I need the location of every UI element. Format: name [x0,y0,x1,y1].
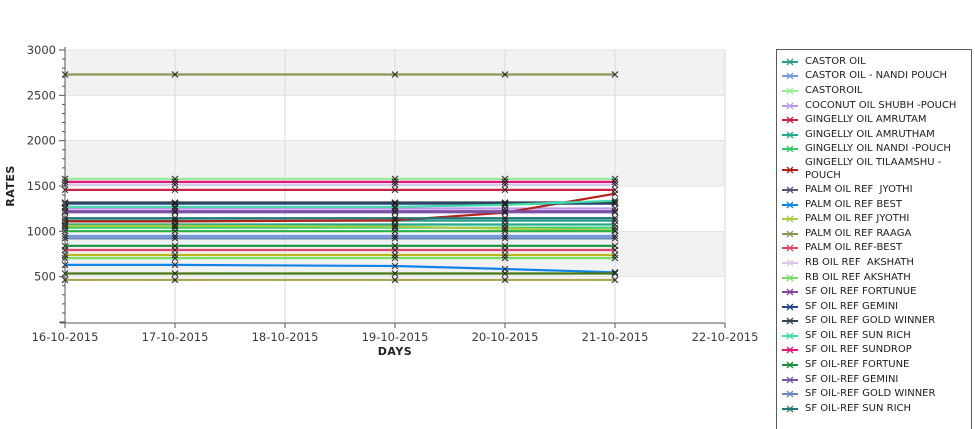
y-tick-label: 2500 [27,88,56,102]
legend-marker-icon [781,84,801,97]
legend-item-label: PALM OIL REF RAAGA [805,227,912,239]
legend-item: SF OIL REF SUN RICH [781,328,969,343]
legend-item: CASTOR OIL [781,54,969,69]
legend-marker-icon [781,285,801,298]
legend-item-label: RB OIL REF AKSHATH [805,271,911,283]
x-axis-title: DAYS [378,345,412,358]
legend-item-label: SF OIL REF SUN RICH [805,329,911,341]
legend-item-label: SF OIL-REF SUN RICH [805,402,912,414]
legend-item: GINGELLY OIL NANDI -POUCH [781,142,969,157]
y-axis-title: RATES [4,165,17,207]
x-tick-label: 22-10-2015 [692,330,759,344]
x-tick-label: 16-10-2015 [32,330,99,344]
legend-marker-icon [781,329,801,342]
legend-marker-icon [781,128,801,141]
legend-item: GINGELLY OIL AMRUTAM [781,112,969,127]
legend-marker-icon [781,300,801,313]
legend-marker-icon [781,55,801,68]
legend-item-label: CASTOR OIL - NANDI POUCH [805,70,947,82]
x-tick-label: 18-10-2015 [252,330,319,344]
x-tick-label: 21-10-2015 [582,330,649,344]
legend-item-label: SF OIL REF GEMINI [805,300,899,312]
legend-marker-icon [781,271,801,284]
legend-marker-icon [781,387,801,400]
legend-marker-icon [781,142,801,155]
legend-item: GINGELLY OIL TILAAMSHU -POUCH [781,156,969,182]
legend-item: SF OIL-REF SUN RICH [781,401,969,416]
data-point-markers [61,71,619,284]
legend-marker-icon [781,198,801,211]
legend-item-label: RB OIL REF AKSHATH [805,256,914,268]
legend-item-label: GINGELLY OIL NANDI -POUCH [805,143,951,155]
legend-marker-icon [781,314,801,327]
legend-item-label: SF OIL REF GOLD WINNER [805,315,936,327]
legend-item-label: GINGELLY OIL AMRUTAM [805,114,927,126]
legend-box: CASTOR OIL CASTOR OIL - NANDI POUCH CASTOR… [776,49,972,429]
legend-item: COCONUT OIL SHUBH -POUCH [781,98,969,113]
legend-item: SF OIL REF SUNDROP [781,343,969,358]
x-tick-label: 20-10-2015 [472,330,539,344]
legend-item: SF OIL REF GOLD WINNER [781,314,969,329]
legend-item: PALM OIL REF BEST [781,197,969,212]
legend-marker-icon [781,113,801,126]
legend-item-label: PALM OIL REF JYOTHI [805,183,913,195]
legend-item-label: SF OIL REF SUNDROP [805,344,912,356]
legend-item: SF OIL REF GEMINI [781,299,969,314]
y-axis-ticks: 500 1000 1500 2000 2500 3000 [27,43,65,323]
legend-item: SF OIL-REF GOLD WINNER [781,386,969,401]
legend-item: SF OIL-REF FORTUNE [781,357,969,372]
legend-item: SF OIL-REF GEMINI [781,372,969,387]
legend-item: CASTOR OIL - NANDI POUCH [781,69,969,84]
y-tick-label: 1000 [27,224,56,238]
legend-item-label: GINGELLY OIL TILAAMSHU -POUCH [805,157,942,182]
legend-item-label: PALM OIL REF-BEST [805,242,903,254]
y-tick-label: 2000 [27,134,56,148]
y-tick-label: 3000 [27,43,56,57]
x-tick-label: 17-10-2015 [142,330,209,344]
legend-marker-icon [781,69,801,82]
legend-item: RB OIL REF AKSHATH [781,270,969,285]
legend-marker-icon [781,343,801,356]
legend-item-label: SF OIL-REF GEMINI [805,373,899,385]
legend-item-label: COCONUT OIL SHUBH -POUCH [805,99,957,111]
legend-item-label: PALM OIL REF JYOTHI [805,213,910,225]
legend-item: SF OIL REF FORTUNUE [781,284,969,299]
legend-item: PALM OIL REF RAAGA [781,226,969,241]
legend-item-label: CASTOROIL [805,84,863,96]
legend-marker-icon [781,373,801,386]
legend-item-label: GINGELLY OIL AMRUTHAM [805,128,935,140]
rates-line-chart: 500 1000 1500 2000 2500 3000 16-10-2015 17-10-2… [4,43,759,358]
legend-item-label: SF OIL REF FORTUNUE [805,286,917,298]
legend-marker-icon [781,227,801,240]
legend-item: CASTOROIL [781,83,969,98]
legend-marker-icon [781,358,801,371]
legend-marker-icon [781,212,801,225]
legend-item: PALM OIL REF-BEST [781,241,969,256]
legend-marker-icon [781,241,801,254]
legend-marker-icon [781,256,801,269]
horizontal-gridlines [65,49,725,278]
legend-marker-icon [781,99,801,112]
legend-item-label: PALM OIL REF BEST [805,198,903,210]
y-tick-label: 1500 [27,179,56,193]
legend-item: PALM OIL REF JYOTHI [781,182,969,197]
legend-marker-icon [781,163,801,176]
legend-item-label: SF OIL-REF GOLD WINNER [805,388,936,400]
x-axis-ticks: 16-10-2015 17-10-2015 18-10-2015 19-10-2015… [32,323,759,344]
legend-item-label: SF OIL-REF FORTUNE [805,359,910,371]
legend-marker-icon [781,402,801,415]
y-tick-label: 500 [34,270,56,284]
legend-item: GINGELLY OIL AMRUTHAM [781,127,969,142]
legend-item-label: CASTOR OIL [805,55,866,67]
legend-item: RB OIL REF AKSHATH [781,255,969,270]
legend-marker-icon [781,183,801,196]
legend-item: PALM OIL REF JYOTHI [781,211,969,226]
x-tick-label: 19-10-2015 [362,330,429,344]
